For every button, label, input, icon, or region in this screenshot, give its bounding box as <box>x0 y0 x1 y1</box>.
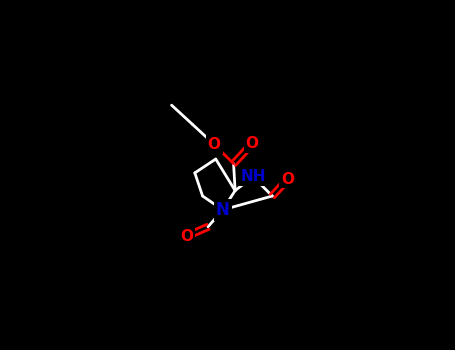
Text: O: O <box>281 172 294 187</box>
Text: N: N <box>216 201 230 219</box>
Text: O: O <box>246 136 259 151</box>
Text: O: O <box>181 229 193 244</box>
Text: O: O <box>207 137 221 152</box>
Text: NH: NH <box>240 169 266 184</box>
